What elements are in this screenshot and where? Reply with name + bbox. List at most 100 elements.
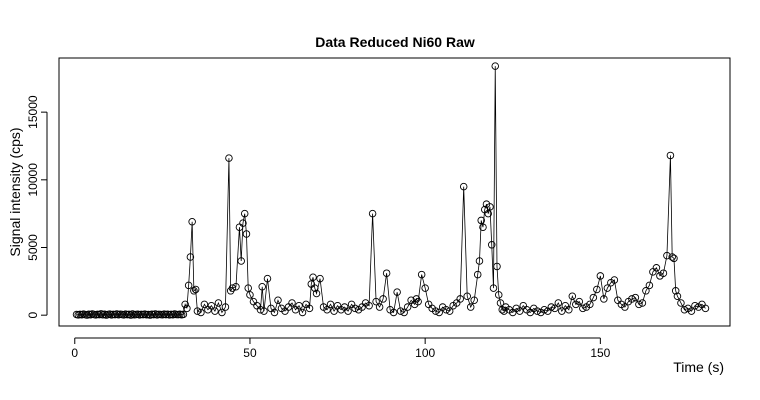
data-point bbox=[642, 287, 650, 295]
data-point bbox=[372, 297, 380, 306]
data-point bbox=[554, 299, 563, 307]
y-axis: 0 5000 10000 15000 bbox=[26, 95, 48, 319]
data-point bbox=[600, 295, 608, 303]
data-point bbox=[586, 300, 594, 309]
data-point bbox=[558, 307, 566, 315]
data-point bbox=[151, 310, 160, 318]
data-point bbox=[417, 270, 426, 279]
data-point bbox=[237, 257, 245, 265]
data-point bbox=[540, 306, 549, 314]
data-point bbox=[494, 291, 503, 299]
data-point bbox=[631, 293, 640, 302]
data-point bbox=[456, 295, 464, 303]
data-point bbox=[635, 300, 643, 309]
y-axis-label: Signal intensity (cps) bbox=[7, 127, 23, 256]
chart-title: Data Reduced Ni60 Raw bbox=[315, 34, 475, 50]
data-point bbox=[463, 292, 471, 300]
data-point bbox=[400, 308, 408, 317]
data-point bbox=[389, 308, 398, 317]
data-point bbox=[181, 300, 189, 309]
data-point bbox=[270, 308, 279, 317]
data-point bbox=[533, 307, 542, 315]
data-point bbox=[638, 299, 647, 307]
data-point bbox=[477, 216, 485, 225]
data-point bbox=[288, 299, 296, 307]
data-point bbox=[673, 292, 682, 300]
data-point bbox=[479, 223, 487, 231]
series-layer bbox=[72, 62, 710, 319]
data-point bbox=[186, 253, 195, 261]
data-point bbox=[487, 241, 496, 249]
data-point bbox=[421, 284, 429, 292]
data-point bbox=[351, 304, 359, 313]
data-point bbox=[246, 291, 254, 299]
data-point bbox=[671, 287, 680, 295]
data-point bbox=[309, 273, 317, 282]
y-tick-label: 5000 bbox=[26, 234, 40, 261]
y-tick-label: 15000 bbox=[26, 95, 40, 129]
x-axis: 0 50 100 150 bbox=[71, 337, 611, 360]
data-point bbox=[326, 300, 335, 309]
data-point bbox=[466, 303, 475, 311]
data-point bbox=[445, 307, 454, 315]
data-point bbox=[311, 284, 319, 292]
data-point bbox=[375, 303, 384, 311]
data-point bbox=[260, 307, 268, 315]
data-point bbox=[435, 308, 443, 317]
data-point bbox=[670, 254, 678, 263]
data-point bbox=[470, 296, 478, 305]
data-point bbox=[666, 151, 675, 160]
data-point bbox=[593, 285, 601, 294]
data-point bbox=[652, 264, 661, 272]
data-point bbox=[221, 303, 230, 311]
data-point bbox=[484, 209, 492, 218]
data-point bbox=[228, 284, 237, 292]
data-point bbox=[188, 218, 196, 226]
data-point bbox=[200, 300, 209, 309]
data-point bbox=[244, 284, 252, 292]
data-point bbox=[225, 154, 233, 162]
data-point bbox=[298, 308, 307, 317]
data-point bbox=[396, 307, 405, 315]
data-point bbox=[323, 306, 331, 314]
data-point bbox=[493, 262, 501, 271]
data-point bbox=[330, 307, 338, 315]
data-point bbox=[589, 293, 598, 302]
data-point bbox=[191, 285, 200, 294]
data-point bbox=[516, 307, 524, 315]
data-point bbox=[603, 284, 612, 292]
data-point bbox=[344, 307, 352, 315]
data-point bbox=[97, 310, 105, 318]
data-point bbox=[232, 283, 240, 291]
data-point bbox=[475, 257, 484, 265]
data-point bbox=[190, 287, 198, 295]
data-point bbox=[659, 269, 668, 277]
data-point bbox=[668, 253, 676, 261]
data-point bbox=[621, 303, 629, 311]
data-point bbox=[403, 303, 412, 311]
data-point bbox=[565, 306, 573, 314]
data-point bbox=[596, 272, 605, 280]
data-point bbox=[459, 182, 468, 191]
data-point bbox=[575, 297, 584, 306]
data-point bbox=[214, 299, 223, 307]
y-tick-label: 0 bbox=[26, 312, 40, 319]
data-point bbox=[258, 283, 266, 291]
data-point bbox=[274, 296, 282, 305]
data-point bbox=[183, 304, 191, 313]
x-axis-label: Time (s) bbox=[673, 359, 724, 375]
data-point bbox=[687, 307, 696, 315]
data-point bbox=[218, 308, 226, 317]
data-point bbox=[680, 306, 689, 314]
y-tick-label: 10000 bbox=[26, 163, 40, 197]
data-point bbox=[442, 306, 450, 314]
data-point bbox=[491, 62, 499, 70]
data-point bbox=[368, 209, 377, 218]
x-tick-label: 100 bbox=[415, 346, 435, 360]
data-point bbox=[379, 295, 387, 303]
data-point bbox=[393, 288, 401, 296]
data-point bbox=[691, 301, 699, 310]
data-point bbox=[431, 307, 440, 315]
data-point bbox=[365, 301, 373, 310]
data-point bbox=[184, 281, 193, 290]
